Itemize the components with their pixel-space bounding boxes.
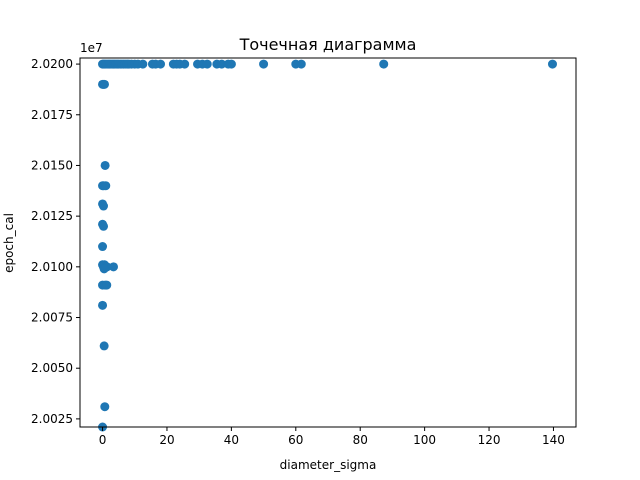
scatter-point: [98, 242, 108, 252]
x-tick-label: 120: [478, 433, 501, 447]
x-tick-label: 0: [99, 433, 107, 447]
y-tick-label: 2.0025: [31, 412, 73, 426]
scatter-point: [101, 181, 111, 191]
x-tick-label: 40: [224, 433, 239, 447]
x-tick-label: 80: [353, 433, 368, 447]
x-tick-label: 100: [413, 433, 436, 447]
scatter-point: [99, 221, 109, 231]
scatter-point: [102, 280, 112, 290]
x-tick-label: 20: [159, 433, 174, 447]
x-tick-label: 60: [288, 433, 303, 447]
y-tick-label: 2.0050: [31, 361, 73, 375]
scatter-point: [98, 300, 108, 310]
scatter-point: [156, 59, 166, 69]
scatter-point: [296, 59, 306, 69]
y-tick-label: 2.0200: [31, 57, 73, 71]
y-axis-ticks: 2.0025 2.0050 2.0075 2.0100 2.0125 2.0150 2.01…: [31, 57, 80, 426]
scatter-point: [180, 59, 190, 69]
y-offset-label: 1e7: [80, 41, 103, 55]
y-tick-label: 2.0150: [31, 158, 73, 172]
scatter-point: [259, 59, 269, 69]
scatter-point: [99, 264, 109, 274]
y-tick-label: 2.0075: [31, 311, 73, 325]
scatter-point: [109, 262, 118, 272]
x-axis-label: diameter_sigma: [280, 458, 377, 472]
y-tick-label: 2.0175: [31, 108, 73, 122]
scatter-point: [99, 341, 109, 351]
scatter-point: [100, 402, 110, 412]
chart-title: Точечная диаграмма: [239, 35, 417, 54]
scatter-point: [547, 59, 557, 69]
y-tick-label: 2.0125: [31, 209, 73, 223]
x-tick-label: 140: [542, 433, 565, 447]
y-axis-label: epoch_cal: [2, 213, 16, 273]
scatter-point: [226, 59, 236, 69]
scatter-point: [379, 59, 389, 69]
data-points: [98, 59, 557, 432]
scatter-point: [99, 201, 109, 211]
plot-frame: [79, 57, 577, 428]
x-axis-ticks: 0 20 40 60 80 100 120 140: [99, 427, 565, 447]
scatter-point: [202, 59, 212, 69]
scatter-point: [100, 160, 110, 170]
scatter-point: [138, 59, 148, 69]
y-tick-label: 2.0100: [31, 260, 73, 274]
scatter-point: [217, 59, 227, 69]
scatter-point: [99, 79, 109, 89]
